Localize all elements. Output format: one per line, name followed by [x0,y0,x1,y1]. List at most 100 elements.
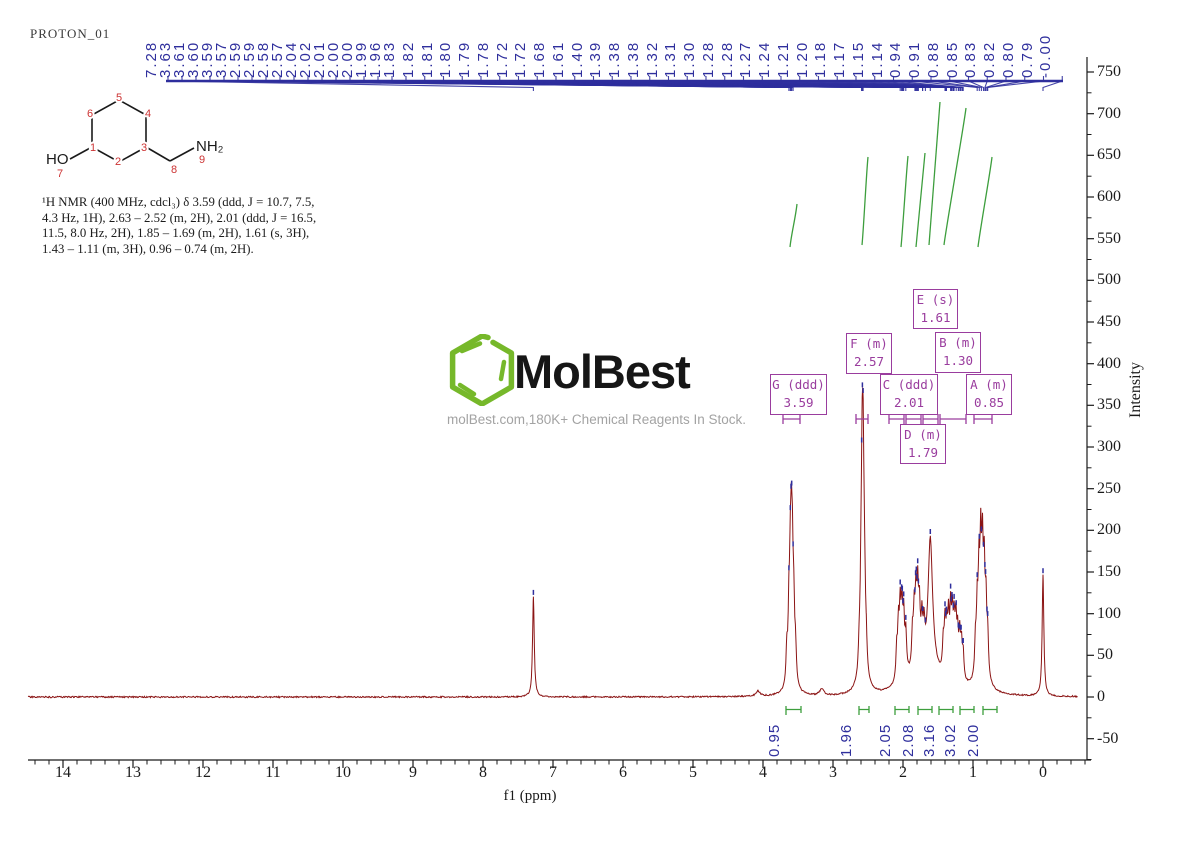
atom-number-6: 6 [87,108,93,120]
assignment-a-shift: 0.85 [973,395,1005,410]
logo-inner-bond-right [498,359,507,382]
peak-label: 1.82 [399,40,417,78]
x-axis-tick-label: 0 [1039,764,1047,781]
peak-label: 1.20 [793,40,811,78]
y-axis-tick-label: 400 [1097,354,1121,372]
integral-range-bracket [858,706,870,715]
integral-range-bracket [894,706,910,715]
hydroxyl-label: HO [46,151,69,168]
experiment-title: PROTON_01 [30,26,111,41]
peak-label: 1.31 [662,40,680,78]
y-axis-tick-label: 550 [1097,229,1121,247]
peak-label: 1.28 [699,40,717,78]
peak-label-connector [967,76,985,91]
assignment-range-marker [922,414,939,424]
assignment-b-shift: 1.30 [942,353,974,368]
y-axis-tick-label: 650 [1097,146,1121,164]
integration-label: 2.08 [900,723,917,757]
integral-curve [900,155,909,248]
peak-label: 1.28 [718,40,736,78]
nmr-description-line1: ¹H NMR (400 MHz, cdcl₃) δ 3.59 (ddd, J =… [42,195,315,209]
x-axis-tick-label: 1 [969,764,977,781]
nmr-description-line3: 11.5, 8.0 Hz, 2H), 1.85 – 1.69 (m, 2H), … [42,226,310,241]
atom-number-8: 8 [171,164,177,176]
y-axis-tick-label: 50 [1097,646,1113,664]
peak-label-connector [984,76,988,91]
peak-label: 0.79 [1018,40,1036,78]
peak-label: 1.72 [512,40,530,78]
assignment-c-label: C (ddd) [882,377,936,392]
assignment-range-marker [855,414,869,424]
integral-range-bracket [938,706,954,715]
x-axis-title: f1 (ppm) [503,788,557,804]
peak-label: 1.15 [849,40,867,78]
peak-label-connector [1042,76,1063,91]
peak-label-connector [985,76,1007,91]
peak-label: 0.85 [943,40,961,78]
integral-curve [789,203,798,248]
atom-number-4: 4 [145,108,151,120]
integral-curve [928,101,941,246]
nmr-description-line4: 1.43 – 1.11 (m, 3H), 0.96 – 0.74 (m, 2H)… [42,241,254,256]
peak-label: 1.17 [831,40,848,78]
nmr-description-line2: 4.3 Hz, 1H), 2.63 – 2.52 (m, 2H), 2.01 (… [42,210,317,225]
peak-label-connector [836,76,961,91]
assignment-box-g: G (ddd) 3.59 [770,374,827,415]
peak-label: -0.00 [1037,33,1055,78]
x-axis-tick-label: 6 [619,764,627,781]
peak-label: 1.39 [587,40,605,78]
x-axis-tick-label: 9 [409,764,417,781]
y-axis-tick-label: -50 [1097,729,1119,747]
peak-label: 1.72 [493,40,511,78]
integral-range-bracket [982,706,998,715]
y-axis-tick-label: 500 [1097,271,1121,289]
assignment-g-shift: 3.59 [783,395,814,410]
x-axis-tick-label: 12 [195,764,211,781]
assignment-range-marker [939,414,967,424]
integration-label: 2.00 [965,723,982,757]
integration-label: 2.05 [877,723,894,757]
assignment-box-e: E (s) 1.61 [913,289,958,329]
peak-label: 1.27 [737,40,755,78]
peak-label: 1.18 [812,40,830,78]
assignment-box-a: A (m) 0.85 [966,374,1012,415]
x-axis-tick-label: 3 [829,764,837,781]
peak-label: 1.24 [756,40,773,78]
molbest-logo-icon [449,334,515,406]
integral-range-bracket [959,706,975,715]
y-axis-tick-label: 750 [1097,63,1121,80]
peak-label: 1.38 [624,40,642,78]
peak-label: 0.88 [924,40,942,78]
assignment-box-b: B (m) 1.30 [935,332,981,373]
peak-label: 0.94 [887,40,905,78]
logo-inner-bond-left [457,382,477,397]
peak-label: 0.82 [981,40,998,78]
logo-inner-bond-top [459,341,483,354]
x-axis-tick-label: 10 [335,764,351,781]
y-axis-tick-label: 700 [1097,104,1121,122]
molbest-logo-text: MolBest [514,345,691,398]
peak-label-connector [874,76,964,91]
peak-label: 1.78 [474,40,492,78]
assignment-box-c: C (ddd) 2.01 [880,374,938,415]
assignment-g-label: G (ddd) [772,377,825,392]
peak-label-connector [911,76,978,91]
peak-label-connector [855,76,962,91]
integral-range-bracket [917,706,933,715]
peak-label: 0.80 [999,40,1017,78]
peak-label: 1.68 [531,40,548,78]
assignment-range-marker [905,414,922,424]
peak-label: 1.83 [381,40,398,78]
integration-label: 1.96 [838,723,855,757]
atom-number-5: 5 [116,92,122,104]
peak-label-connector [986,76,1026,91]
x-axis-tick-label: 5 [689,764,697,781]
x-axis-tick-label: 2 [899,764,907,781]
y-axis-tick-label: 450 [1097,313,1121,330]
assignment-b-label: B (m) [939,335,977,350]
assignment-e-label: E (s) [916,292,955,307]
assignment-range-marker [973,414,993,424]
assignment-d-label: D (m) [904,427,942,442]
peak-label: 1.79 [456,40,473,78]
